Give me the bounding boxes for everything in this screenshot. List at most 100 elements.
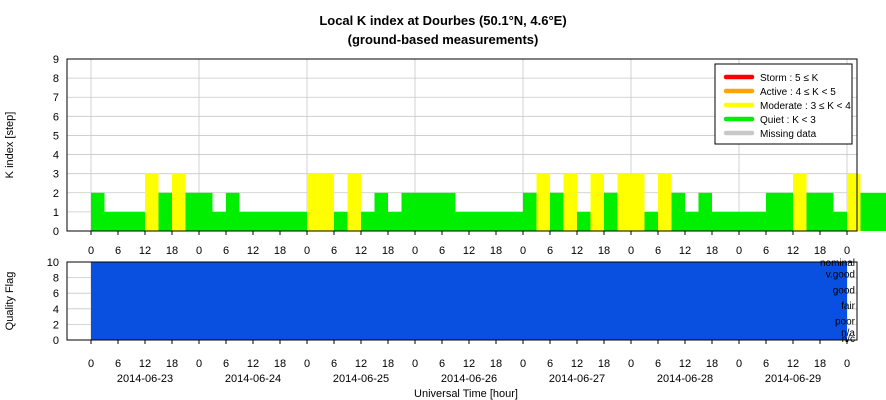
k-x-tick-label: 18 [382, 245, 394, 257]
k-index-bar [577, 211, 591, 231]
k-x-tick-label: 0 [844, 245, 850, 257]
k-index-bar [482, 211, 496, 231]
x-axis-label: Universal Time [hour] [414, 388, 518, 400]
k-index-bar [415, 192, 429, 231]
k-x-tick-label: 6 [655, 245, 661, 257]
k-y-tick-label: 5 [53, 130, 59, 142]
quality-x-tick-label: 6 [115, 358, 121, 370]
quality-x-tick-label: 0 [304, 358, 310, 370]
quality-x-tick-label: 12 [571, 358, 583, 370]
quality-flag-fill [91, 262, 847, 340]
date-label: 2014-06-24 [225, 373, 281, 385]
k-index-bar [172, 173, 186, 231]
k-x-tick-label: 18 [166, 245, 178, 257]
k-panel-y-ticks: 0 1 2 3 4 5 6 7 8 9 [53, 54, 59, 238]
k-x-tick-label: 0 [304, 245, 310, 257]
quality-x-tick-label: 12 [679, 358, 691, 370]
quality-y-tick-label: 4 [53, 304, 59, 316]
k-index-bar [442, 192, 456, 231]
k-x-tick-label: 18 [598, 245, 610, 257]
k-index-bar [253, 211, 267, 231]
k-x-tick-label: 12 [787, 245, 799, 257]
quality-level-label: n/a [841, 328, 855, 339]
k-index-bar [739, 211, 753, 231]
k-panel-frame [66, 58, 858, 232]
k-x-tick-label: 6 [115, 245, 121, 257]
quality-x-tick-label: 0 [196, 358, 202, 370]
quality-y-tick-label: 2 [53, 319, 59, 331]
k-index-bar [563, 173, 577, 231]
k-index-bar [685, 211, 699, 231]
k-index-bar [509, 211, 523, 231]
quality-x-tick-label: 6 [547, 358, 553, 370]
quality-level-label: v.good [826, 270, 855, 281]
quality-panel-x-ticks: 0 6 12 18 0 6 12 18 0 6 12 18 0 6 12 18 0 6 12 18 0 6 12 18 0 6 12… [88, 340, 850, 370]
k-x-tick-label: 0 [412, 245, 418, 257]
k-x-tick-label: 6 [439, 245, 445, 257]
k-index-bar [793, 173, 807, 231]
quality-x-tick-label: 0 [88, 358, 94, 370]
k-index-bar [712, 211, 726, 231]
k-x-tick-label: 12 [679, 245, 691, 257]
quality-flag-area [91, 262, 847, 340]
quality-x-tick-label: 6 [331, 358, 337, 370]
legend-label: Active : 4 ≤ K < 5 [760, 87, 836, 98]
k-index-bar [698, 192, 712, 231]
k-index-bar [833, 211, 847, 231]
k-x-tick-label: 6 [331, 245, 337, 257]
k-index-bar [644, 211, 658, 231]
k-index-bar [347, 173, 361, 231]
date-label: 2014-06-29 [765, 373, 821, 385]
k-y-tick-label: 6 [53, 111, 59, 123]
k-index-bar [779, 192, 793, 231]
quality-x-tick-label: 12 [787, 358, 799, 370]
k-index-bar [199, 192, 213, 231]
quality-y-tick-label: 6 [53, 288, 59, 300]
k-index-bar [145, 173, 159, 231]
quality-x-tick-label: 0 [520, 358, 526, 370]
legend-label: Missing data [760, 129, 817, 140]
k-x-tick-label: 12 [463, 245, 475, 257]
k-x-tick-label: 18 [490, 245, 502, 257]
date-label: 2014-06-28 [657, 373, 713, 385]
k-index-bar [847, 173, 861, 231]
k-index-bar [860, 192, 874, 231]
k-index-bar [361, 211, 375, 231]
k-y-tick-label: 1 [53, 207, 59, 219]
k-x-tick-label: 6 [223, 245, 229, 257]
k-index-bar [523, 192, 537, 231]
quality-x-tick-label: 6 [223, 358, 229, 370]
quality-x-tick-label: 0 [844, 358, 850, 370]
k-index-bar [320, 173, 334, 231]
quality-x-tick-label: 18 [598, 358, 610, 370]
k-index-bar [550, 192, 564, 231]
quality-x-tick-label: 12 [247, 358, 259, 370]
k-index-bar [874, 192, 886, 231]
k-index-bar [766, 192, 780, 231]
k-index-bar [671, 192, 685, 231]
k-y-tick-label: 9 [53, 54, 59, 66]
k-index-bar [388, 211, 402, 231]
k-index-bar [280, 211, 294, 231]
k-index-bar [496, 211, 510, 231]
legend: Storm : 5 ≤ K Active : 4 ≤ K < 5 Moderate … [714, 63, 853, 145]
k-y-tick-label: 3 [53, 169, 59, 181]
k-index-bar [226, 192, 240, 231]
k-index-bar [131, 211, 145, 231]
k-index-bar [401, 192, 415, 231]
k-x-tick-label: 12 [139, 245, 151, 257]
quality-x-tick-label: 12 [355, 358, 367, 370]
k-index-bar [212, 211, 226, 231]
k-index-bar [469, 211, 483, 231]
k-x-tick-label: 6 [763, 245, 769, 257]
quality-x-tick-label: 18 [814, 358, 826, 370]
quality-level-label: fair [841, 301, 856, 312]
legend-label: Quiet : K < 3 [760, 115, 816, 126]
quality-x-tick-label: 0 [412, 358, 418, 370]
quality-x-tick-label: 18 [274, 358, 286, 370]
k-index-bar [118, 211, 132, 231]
k-y-tick-label: 8 [53, 73, 59, 85]
legend-label: Storm : 5 ≤ K [760, 73, 819, 84]
k-index-bar [239, 211, 253, 231]
